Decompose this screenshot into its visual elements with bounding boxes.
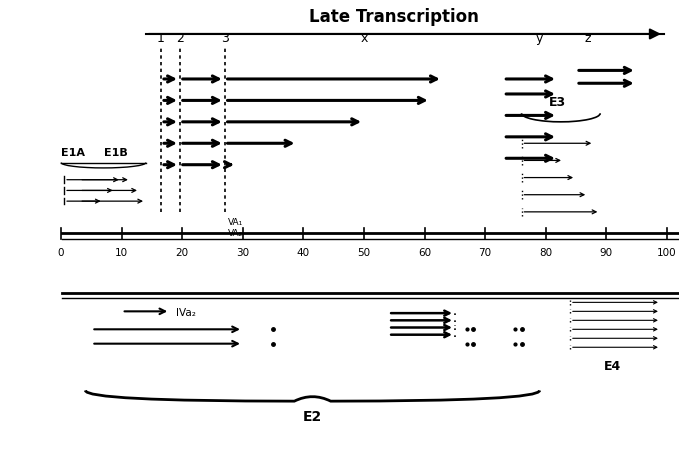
Text: E3: E3	[550, 96, 566, 109]
Text: E1B: E1B	[104, 148, 127, 158]
Text: 20: 20	[176, 248, 189, 258]
Text: 90: 90	[600, 248, 613, 258]
Text: E4: E4	[603, 360, 621, 373]
Text: 10: 10	[115, 248, 128, 258]
Text: y: y	[536, 32, 543, 45]
Text: IVa₂: IVa₂	[176, 308, 196, 318]
Text: 100: 100	[657, 248, 677, 258]
Text: 60: 60	[418, 248, 431, 258]
Text: VA₁: VA₁	[228, 218, 243, 227]
Text: 30: 30	[237, 248, 249, 258]
Text: VA₂: VA₂	[228, 229, 243, 238]
Text: 70: 70	[479, 248, 491, 258]
Text: 2: 2	[176, 32, 184, 45]
Text: E1A: E1A	[61, 148, 85, 158]
Text: 0: 0	[58, 248, 64, 258]
Text: x: x	[360, 32, 368, 45]
Text: E2: E2	[303, 410, 322, 424]
Text: Late Transcription: Late Transcription	[309, 9, 480, 27]
Text: 80: 80	[539, 248, 552, 258]
Text: 1: 1	[157, 32, 165, 45]
Text: 50: 50	[358, 248, 370, 258]
Text: z: z	[585, 32, 591, 45]
Text: 3: 3	[220, 32, 229, 45]
Text: 40: 40	[297, 248, 310, 258]
